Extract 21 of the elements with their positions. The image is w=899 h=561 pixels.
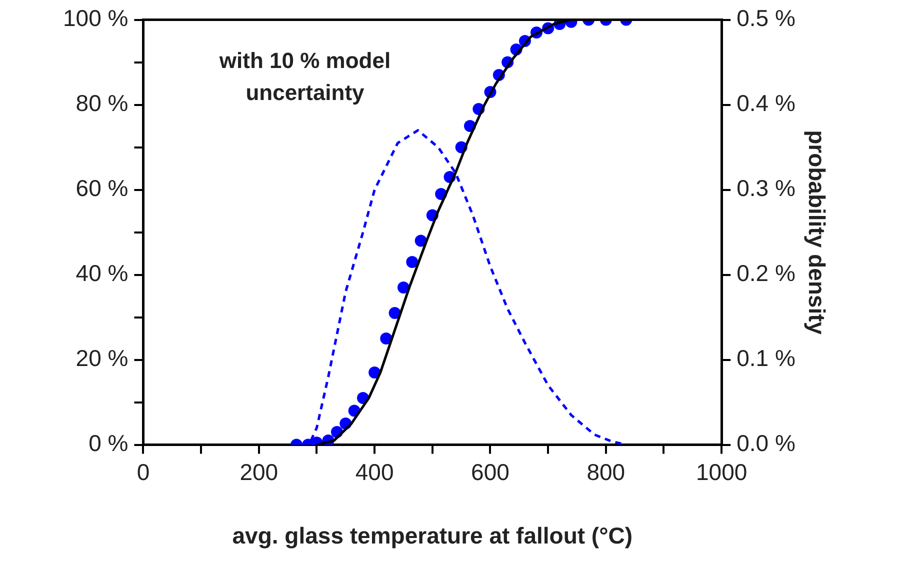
y-tick-label: 80 % — [76, 90, 128, 116]
y2-tick-label: 0.5 % — [736, 5, 796, 32]
y-tick-label: 60 % — [76, 175, 128, 202]
y-tick-label: 0 % — [88, 430, 128, 456]
x-tick-label: 1000 — [696, 458, 748, 485]
x-tick-label: 200 — [240, 458, 278, 485]
y2-tick-label: 0.0 % — [736, 430, 796, 456]
x-tick-label: 800 — [586, 458, 626, 485]
y2-tick-label: 0.2 % — [736, 260, 796, 286]
x-tick-label: 0 — [136, 458, 150, 485]
y2-tick-label: 0.1 % — [736, 345, 796, 372]
y-tick-label: 40 % — [76, 260, 128, 286]
x-axis-title: avg. glass temperature at fallout (°C) — [232, 522, 633, 549]
y-tick-label: 100 % — [62, 5, 128, 32]
y2-tick-label: 0.4 % — [736, 90, 796, 116]
y2-tick-label: 0.3 % — [736, 175, 796, 202]
x-tick-label: 400 — [355, 458, 394, 485]
y-tick-label: 20 % — [76, 345, 128, 372]
x-tick-label: 600 — [471, 458, 510, 485]
annotation: with 10 % model uncertainty — [218, 47, 392, 107]
y2-axis-title: probability density — [804, 130, 830, 335]
